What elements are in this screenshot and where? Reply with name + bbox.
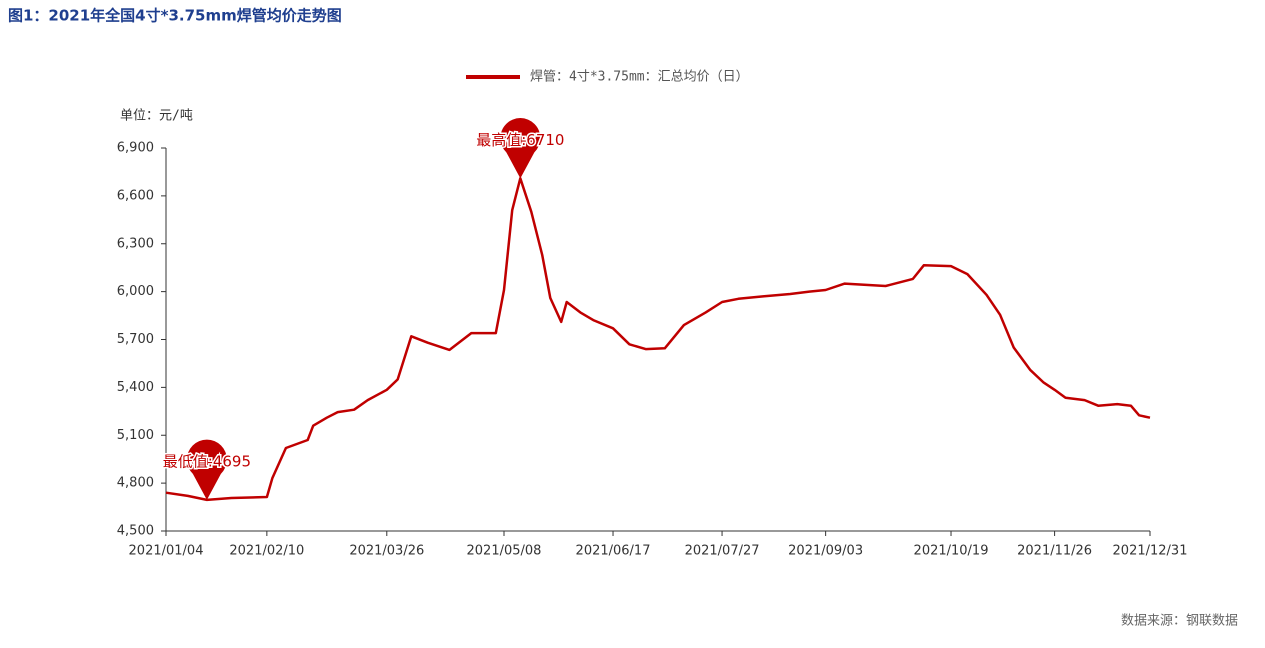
y-tick-label: 5,100	[117, 428, 154, 443]
annotation-pin	[500, 118, 541, 179]
y-tick-label: 5,400	[117, 380, 154, 395]
x-tick-label: 2021/11/26	[1017, 544, 1092, 559]
x-tick-label: 2021/12/31	[1113, 544, 1188, 559]
y-tick-label: 4,500	[117, 524, 154, 539]
y-tick-label: 6,000	[117, 284, 154, 299]
x-tick-label: 2021/03/26	[349, 544, 424, 559]
annotation-pin	[186, 439, 227, 500]
x-tick-label: 2021/07/27	[685, 544, 760, 559]
annotation-label: 最高值:6710	[476, 131, 564, 149]
y-tick-label: 6,900	[117, 141, 154, 156]
x-tick-label: 2021/01/04	[129, 544, 204, 559]
source: 数据来源：钢联数据	[1121, 614, 1238, 629]
y-tick-label: 4,800	[117, 476, 154, 491]
x-tick-label: 2021/10/19	[914, 544, 989, 559]
x-tick-label: 2021/02/10	[229, 544, 304, 559]
chart-title: 图1：2021年全国4寸*3.75mm焊管均价走势图	[8, 7, 342, 25]
legend-label: 焊管：4寸*3.75mm：汇总均价（日）	[530, 69, 749, 85]
y-tick-label: 6,600	[117, 188, 154, 203]
y-tick-label: 6,300	[117, 236, 154, 251]
x-tick-label: 2021/05/08	[467, 544, 542, 559]
y-tick-label: 5,700	[117, 332, 154, 347]
series-line	[165, 177, 1151, 502]
y-unit: 单位：元/吨	[120, 109, 193, 124]
annotation-label: 最低值:4695	[163, 452, 251, 470]
x-tick-label: 2021/09/03	[788, 544, 863, 559]
x-tick-label: 2021/06/17	[576, 544, 651, 559]
